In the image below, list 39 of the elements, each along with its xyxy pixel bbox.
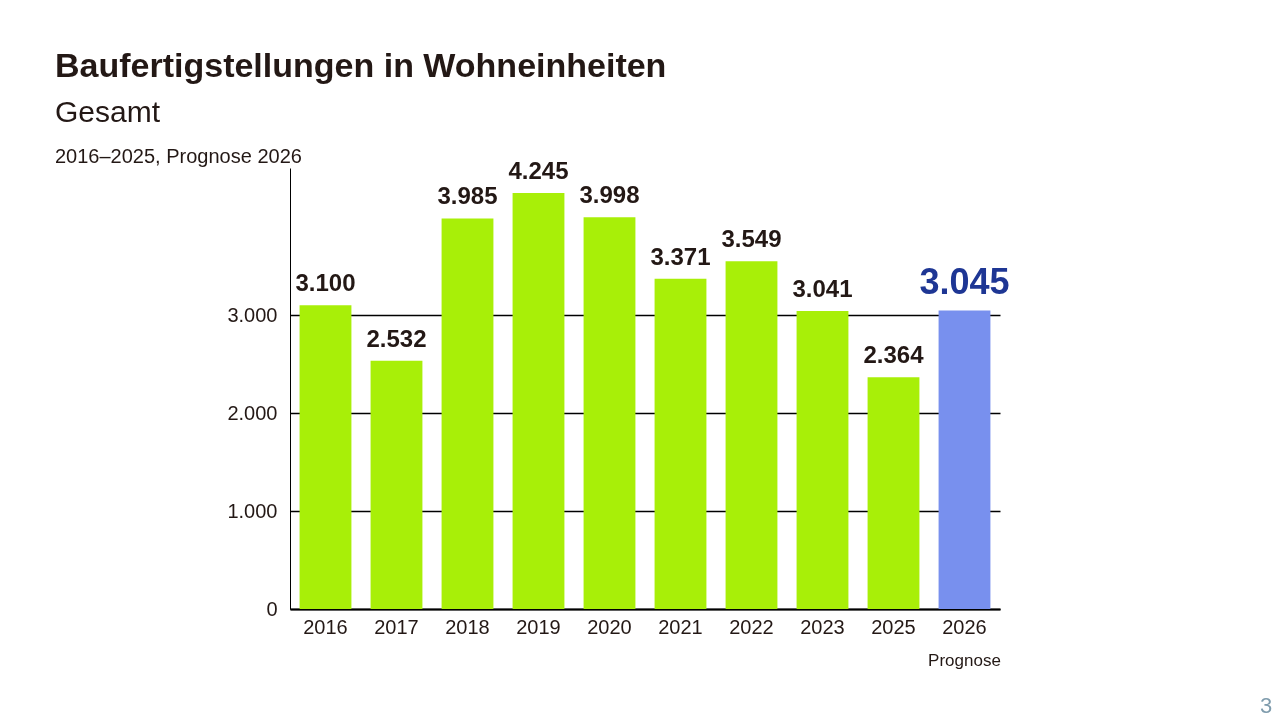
x-tick-label: 2020: [587, 615, 632, 638]
bar: [654, 278, 707, 609]
data-label: 2.532: [366, 324, 427, 352]
data-label: 2.364: [863, 341, 925, 369]
data-label: 3.998: [579, 181, 640, 209]
text: Prognose: [928, 651, 1001, 670]
y-tick-label: 0: [266, 597, 278, 620]
y-tick-label: 1.000: [227, 499, 278, 522]
x-tick-label: 2017: [374, 615, 419, 638]
x-tick-label: 2022: [729, 615, 774, 638]
x-tick-label: 2025: [871, 615, 916, 638]
data-label: 3.985: [437, 182, 498, 210]
x-tick-label: 2019: [516, 615, 561, 638]
data-label: 4.245: [508, 156, 569, 184]
x-tick-label: 2021: [658, 615, 703, 638]
data-label: 3.549: [721, 225, 782, 253]
data-label: 3.041: [792, 274, 853, 302]
bar: [867, 377, 920, 609]
data-label: 3.100: [295, 269, 356, 297]
text: 3: [1259, 693, 1273, 718]
x-tick-label: 2016: [303, 615, 348, 638]
bar: [370, 360, 423, 609]
x-tick-label: 2026: [942, 615, 987, 638]
chart-title: Baufertigstellungen in Wohneinheiten: [55, 46, 667, 84]
data-label: 3.371: [650, 242, 711, 270]
text: 2016–2025, Prognose 2026: [55, 145, 302, 167]
bar: [583, 217, 636, 609]
chart-subtitle: Gesamt: [55, 95, 161, 128]
bar: [441, 218, 494, 609]
bar: [299, 305, 352, 609]
y-tick-label: 3.000: [227, 303, 278, 326]
y-tick-label: 2.000: [227, 401, 278, 424]
x-tick-label: 2023: [800, 615, 845, 638]
x-tick-label: 2018: [445, 615, 490, 638]
bar: [796, 310, 849, 609]
bar: [725, 261, 778, 609]
bar: [512, 192, 565, 609]
data-label: 3.045: [919, 260, 1010, 302]
bar: [938, 310, 991, 609]
